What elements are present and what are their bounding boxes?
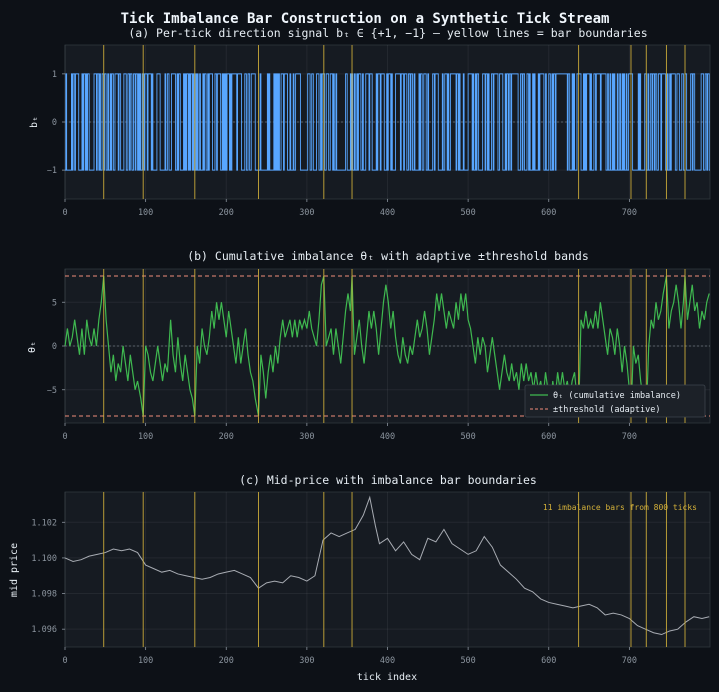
x-tick-label: 300 bbox=[299, 432, 314, 442]
panel-a-x-ticks: 0 100 200 300 400 500 600 700 bbox=[62, 199, 637, 218]
panel-c: (c) Mid-price with imbalance bar boundar… bbox=[9, 473, 711, 683]
y-tick-label: 1.098 bbox=[31, 590, 57, 600]
panel-c-grid bbox=[64, 492, 710, 647]
figure-title: Tick Imbalance Bar Construction on a Syn… bbox=[121, 11, 610, 27]
panel-b-x-ticks: 0 100 200 300 400 500 600 700 bbox=[62, 423, 637, 442]
x-tick-label: 0 bbox=[62, 208, 67, 218]
y-tick-label: −5 bbox=[47, 386, 57, 396]
panel-c-bar-boundaries bbox=[103, 492, 686, 647]
y-tick-label: −1 bbox=[47, 166, 57, 176]
x-tick-label: 400 bbox=[380, 208, 395, 218]
panel-c-series bbox=[64, 495, 710, 636]
y-tick-label: 1 bbox=[52, 70, 57, 80]
panel-c-y-ticks: 1.102 1.100 1.098 1.096 bbox=[31, 518, 65, 635]
x-tick-label: 200 bbox=[219, 432, 234, 442]
panel-b-series bbox=[64, 275, 710, 417]
panel-c-plot-area bbox=[64, 491, 711, 648]
legend-label-threshold: ±threshold (adaptive) bbox=[553, 405, 660, 415]
panel-b: (b) Cumulative imbalance θₜ with adaptiv… bbox=[27, 249, 711, 442]
x-tick-label: 200 bbox=[219, 208, 234, 218]
panel-a-bar-boundaries bbox=[103, 45, 686, 199]
x-tick-label: 400 bbox=[380, 656, 395, 666]
x-tick-label: 600 bbox=[541, 208, 556, 218]
panel-c-annotation: 11 imbalance bars from 800 ticks bbox=[543, 503, 697, 512]
x-tick-label: 700 bbox=[622, 432, 637, 442]
x-tick-label: 0 bbox=[62, 656, 67, 666]
panel-b-ylabel: θₜ bbox=[27, 341, 38, 353]
x-tick-label: 600 bbox=[541, 656, 556, 666]
y-tick-label: 0 bbox=[52, 342, 57, 352]
x-tick-label: 100 bbox=[138, 432, 153, 442]
x-tick-label: 300 bbox=[299, 656, 314, 666]
x-tick-label: 500 bbox=[460, 656, 475, 666]
panel-b-title: (b) Cumulative imbalance θₜ with adaptiv… bbox=[187, 249, 589, 263]
x-tick-label: 300 bbox=[299, 208, 314, 218]
x-tick-label: 700 bbox=[622, 208, 637, 218]
imbalance-line bbox=[64, 275, 710, 417]
y-tick-label: 5 bbox=[52, 298, 57, 308]
x-tick-label: 100 bbox=[138, 656, 153, 666]
x-tick-label: 200 bbox=[219, 656, 234, 666]
panel-a: (a) Per-tick direction signal bₜ ∈ {+1, … bbox=[29, 26, 711, 218]
legend-label-imbalance: θₜ (cumulative imbalance) bbox=[553, 391, 681, 401]
x-tick-label: 700 bbox=[622, 656, 637, 666]
x-tick-label: 600 bbox=[541, 432, 556, 442]
y-tick-label: 0 bbox=[52, 118, 57, 128]
y-tick-label: 1.102 bbox=[31, 518, 57, 528]
x-tick-label: 400 bbox=[380, 432, 395, 442]
x-tick-label: 100 bbox=[138, 208, 153, 218]
panel-a-series bbox=[65, 73, 710, 171]
panel-b-legend: θₜ (cumulative imbalance) ±threshold (ad… bbox=[524, 384, 706, 418]
panel-c-xlabel: tick index bbox=[357, 672, 417, 683]
direction-signal-line bbox=[65, 73, 710, 171]
mid-price-line bbox=[64, 495, 710, 636]
panel-a-ylabel: bₜ bbox=[29, 116, 40, 128]
legend-box bbox=[524, 384, 706, 418]
panel-c-title: (c) Mid-price with imbalance bar boundar… bbox=[239, 473, 537, 487]
y-tick-label: 1.100 bbox=[31, 554, 57, 564]
panel-c-x-ticks: 0 100 200 300 400 500 600 700 bbox=[62, 647, 637, 666]
panel-b-y-ticks: 5 0 −5 bbox=[47, 298, 65, 396]
y-tick-label: 1.096 bbox=[31, 625, 57, 635]
panel-c-ylabel: mid price bbox=[9, 543, 20, 597]
panel-a-y-ticks: 1 0 −1 bbox=[47, 70, 65, 176]
x-tick-label: 500 bbox=[460, 208, 475, 218]
x-tick-label: 0 bbox=[62, 432, 67, 442]
panel-a-title: (a) Per-tick direction signal bₜ ∈ {+1, … bbox=[128, 26, 647, 40]
x-tick-label: 500 bbox=[460, 432, 475, 442]
panel-b-threshold-lines bbox=[65, 275, 710, 417]
